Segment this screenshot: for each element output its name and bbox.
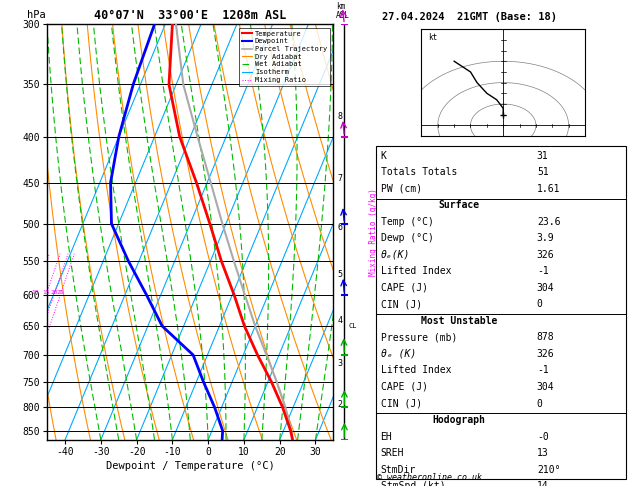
Text: 13: 13 <box>537 448 548 458</box>
Text: 304: 304 <box>537 382 555 392</box>
Text: -1: -1 <box>537 266 548 277</box>
Text: 31: 31 <box>537 151 548 161</box>
Text: -1: -1 <box>537 365 548 376</box>
X-axis label: Dewpoint / Temperature (°C): Dewpoint / Temperature (°C) <box>106 461 275 471</box>
Text: CIN (J): CIN (J) <box>381 399 421 409</box>
Text: CL: CL <box>348 323 357 329</box>
Text: θₑ (K): θₑ (K) <box>381 349 416 359</box>
Text: CAPE (J): CAPE (J) <box>381 382 428 392</box>
Text: SREH: SREH <box>381 448 404 458</box>
Text: 304: 304 <box>537 283 555 293</box>
Text: CAPE (J): CAPE (J) <box>381 283 428 293</box>
Text: 23.6: 23.6 <box>537 217 560 227</box>
Text: 10: 10 <box>31 290 39 295</box>
Text: 0: 0 <box>537 299 543 310</box>
Text: 20: 20 <box>50 290 58 295</box>
Text: Pressure (mb): Pressure (mb) <box>381 332 457 343</box>
Text: Lifted Index: Lifted Index <box>381 266 451 277</box>
Text: 8: 8 <box>338 112 343 121</box>
Text: 878: 878 <box>537 332 555 343</box>
Text: 4: 4 <box>338 315 343 325</box>
Text: 0: 0 <box>537 399 543 409</box>
Text: PW (cm): PW (cm) <box>381 184 421 194</box>
Text: EH: EH <box>381 432 392 442</box>
Text: 210°: 210° <box>537 465 560 475</box>
Text: Totals Totals: Totals Totals <box>381 167 457 177</box>
Text: Dewp (°C): Dewp (°C) <box>381 233 433 243</box>
Text: 1.61: 1.61 <box>537 184 560 194</box>
Text: 7: 7 <box>338 174 343 183</box>
Text: hPa: hPa <box>27 10 46 20</box>
Text: CIN (J): CIN (J) <box>381 299 421 310</box>
Text: 326: 326 <box>537 250 555 260</box>
Text: -0: -0 <box>537 432 548 442</box>
Text: 15: 15 <box>42 290 50 295</box>
Text: Hodograph: Hodograph <box>432 415 485 425</box>
Legend: Temperature, Dewpoint, Parcel Trajectory, Dry Adiabat, Wet Adiabat, Isotherm, Mi: Temperature, Dewpoint, Parcel Trajectory… <box>239 28 330 86</box>
Text: © weatheronline.co.uk: © weatheronline.co.uk <box>377 473 482 482</box>
Text: 2: 2 <box>338 400 343 409</box>
Text: 25: 25 <box>57 290 64 295</box>
Text: 5: 5 <box>338 270 343 279</box>
Title: 40°07'N  33°00'E  1208m ASL: 40°07'N 33°00'E 1208m ASL <box>94 9 286 22</box>
Text: Lifted Index: Lifted Index <box>381 365 451 376</box>
Text: 51: 51 <box>537 167 548 177</box>
Text: Mixing Ratio (g/kg): Mixing Ratio (g/kg) <box>369 188 378 276</box>
Text: StmDir: StmDir <box>381 465 416 475</box>
Text: 326: 326 <box>537 349 555 359</box>
Text: 6: 6 <box>338 223 343 232</box>
Text: 14: 14 <box>537 481 548 486</box>
Text: Most Unstable: Most Unstable <box>421 316 497 326</box>
Text: K: K <box>381 151 386 161</box>
Text: StmSpd (kt): StmSpd (kt) <box>381 481 445 486</box>
Text: km
ASL: km ASL <box>337 2 350 20</box>
Text: θₑ(K): θₑ(K) <box>381 250 410 260</box>
Text: Temp (°C): Temp (°C) <box>381 217 433 227</box>
Text: 3.9: 3.9 <box>537 233 555 243</box>
Text: 27.04.2024  21GMT (Base: 18): 27.04.2024 21GMT (Base: 18) <box>382 12 557 22</box>
Text: 3: 3 <box>338 359 343 368</box>
Text: Surface: Surface <box>438 200 479 210</box>
Text: kt: kt <box>428 34 437 42</box>
